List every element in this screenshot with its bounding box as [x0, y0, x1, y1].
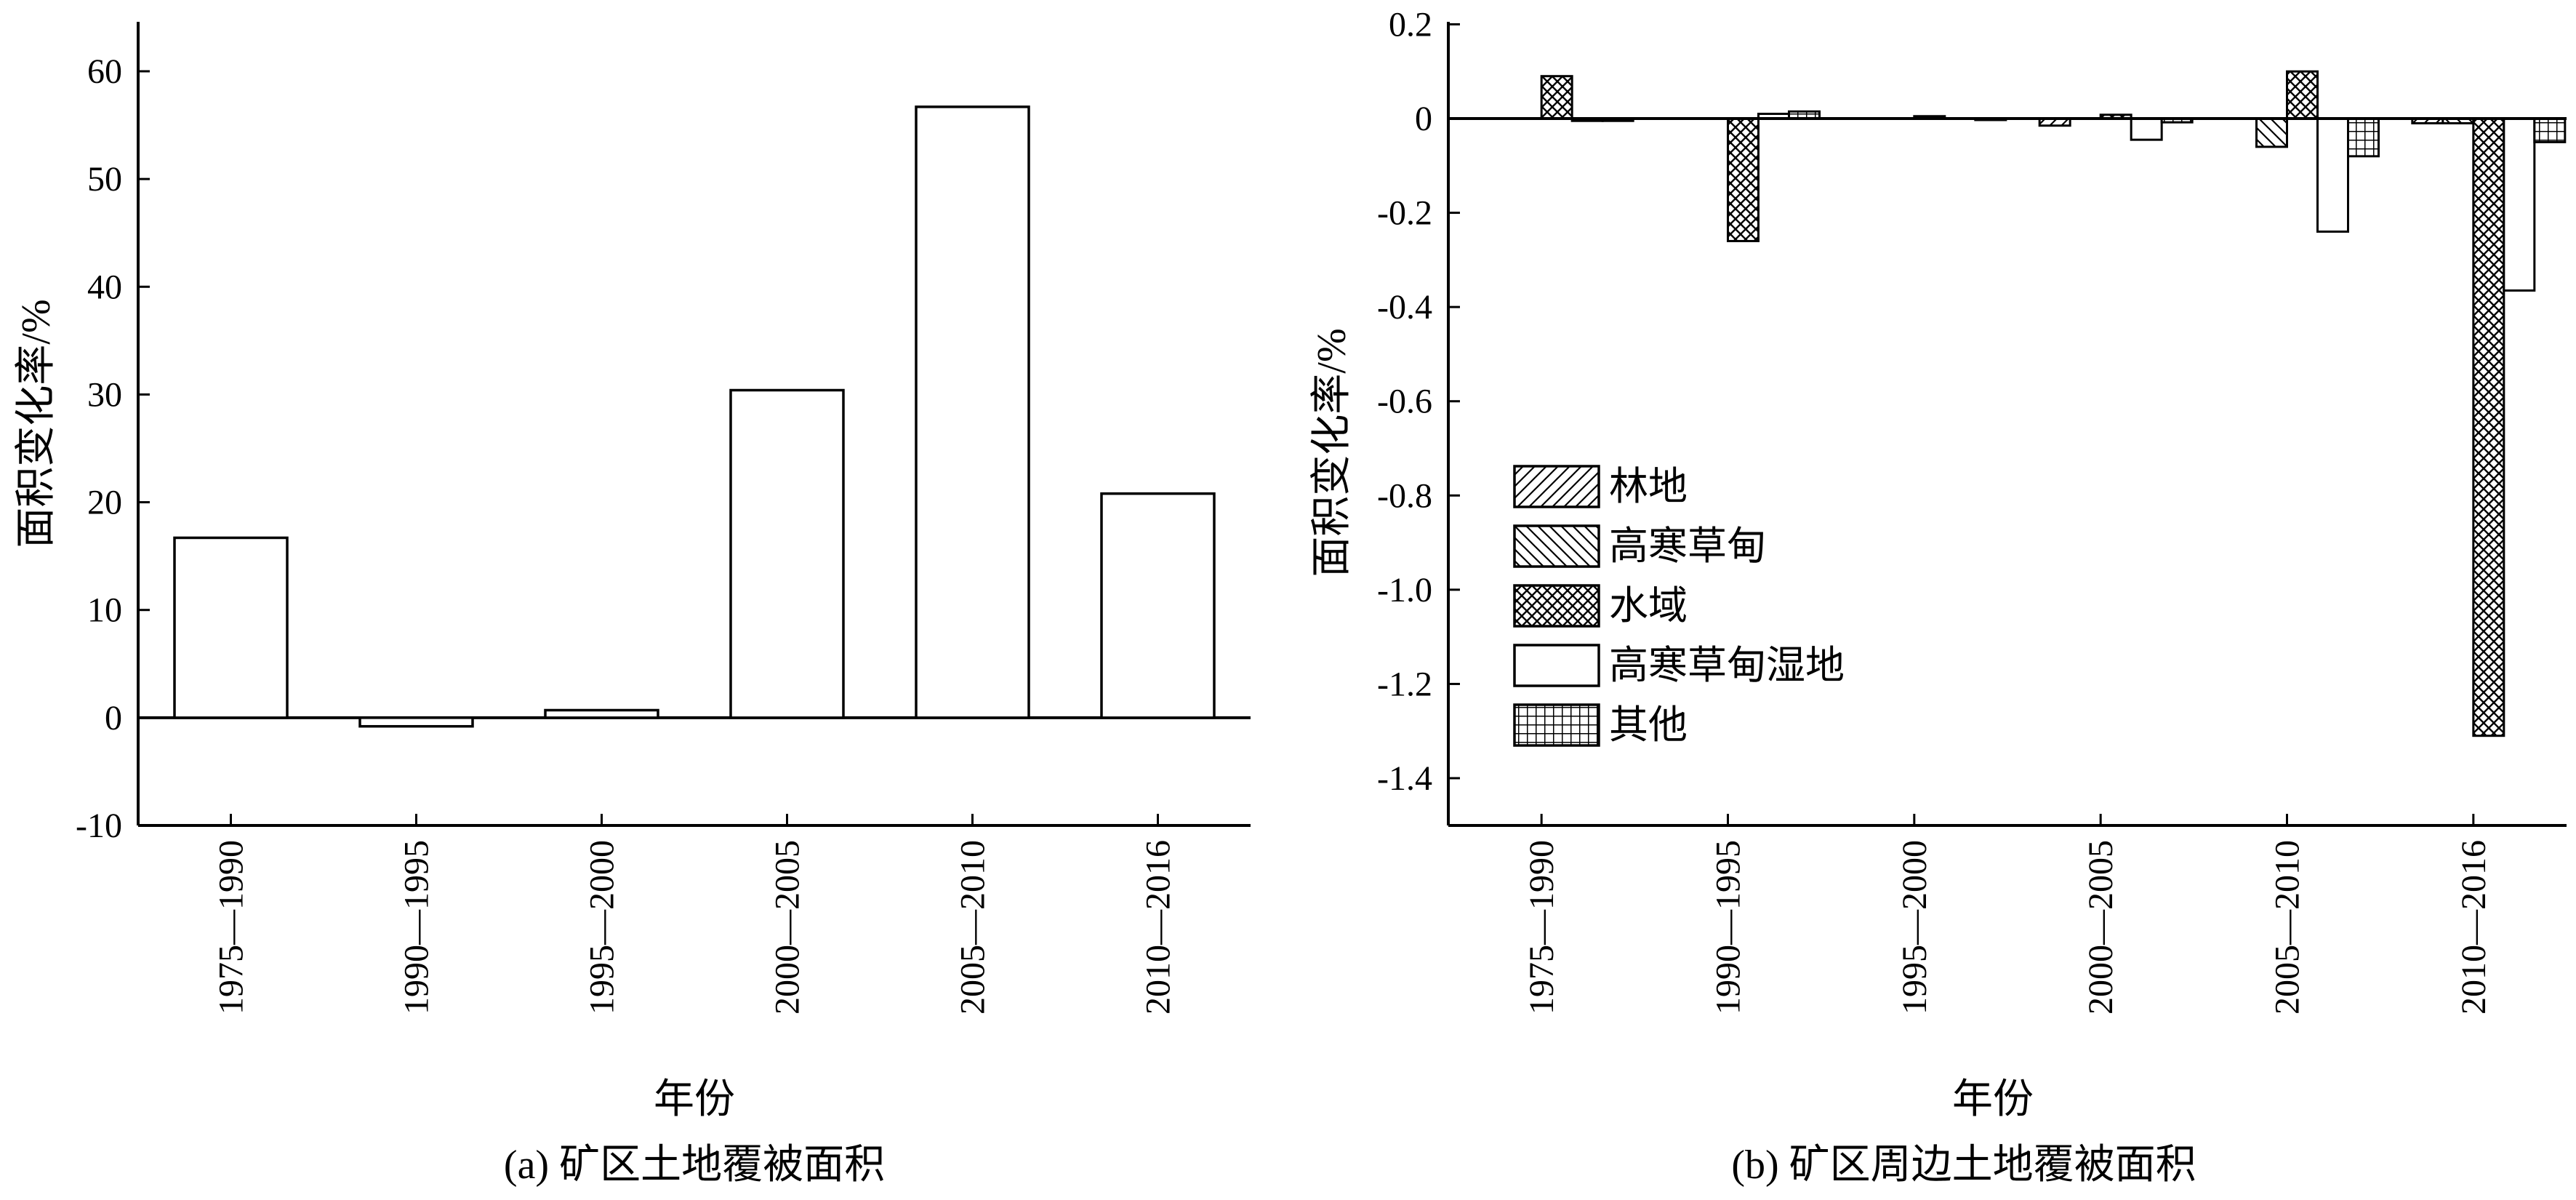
x-tick-label: 1995—2000	[1895, 840, 1934, 1015]
y-axis-title: 面积变化率/%	[1309, 328, 1355, 577]
chart-panel-a: -10 0 10 20 30 40 50 60 1975—1990 1990—1995 1995—2…	[14, 22, 1251, 1188]
legend-swatch	[1513, 465, 1600, 508]
y-tick-label: 40	[87, 268, 122, 306]
bar	[2503, 117, 2536, 292]
bar	[2533, 117, 2567, 143]
x-tick-label: 2010—2016	[2455, 840, 2493, 1015]
y-tick-label: -0.6	[1377, 383, 1432, 421]
legend-label: 林地	[1609, 465, 1688, 508]
y-tick-label: 50	[87, 160, 122, 199]
x-tick-label: 1975—1990	[212, 840, 251, 1015]
legend-swatch	[1513, 703, 1600, 747]
y-tick-label: 10	[87, 591, 122, 630]
bar	[2347, 117, 2380, 158]
chart-caption: (b) 矿区周边土地覆被面积	[1731, 1143, 2196, 1188]
x-tick-label: 2000—2005	[2082, 840, 2120, 1015]
x-tick-label: 2000—2005	[769, 840, 807, 1015]
y-tick-label: -10	[76, 807, 122, 845]
legend-label: 其他	[1609, 703, 1688, 747]
y-tick-label: 0.2	[1389, 5, 1432, 44]
legend-swatch	[1513, 644, 1600, 687]
x-tick-label: 1975—1990	[1522, 840, 1561, 1015]
y-tick-label: -1.0	[1377, 571, 1432, 609]
y-tick-label: -0.4	[1377, 288, 1432, 327]
bar	[2130, 117, 2163, 141]
bar	[2255, 117, 2288, 148]
bar	[2286, 70, 2319, 120]
y-tick-label: 0	[1415, 100, 1432, 138]
bar	[1540, 75, 1573, 120]
y-tick-label: -1.4	[1377, 759, 1432, 798]
y-tick-label: -0.8	[1377, 476, 1432, 515]
bar	[173, 536, 289, 719]
legend-swatch	[1513, 524, 1600, 568]
x-tick-label: 1990—1995	[398, 840, 436, 1015]
y-axis-title: 面积变化率/%	[14, 299, 59, 548]
x-tick-label: 2005—2010	[954, 840, 992, 1015]
y-tick-label: -1.2	[1377, 665, 1432, 703]
legend-swatch	[1513, 584, 1600, 628]
bar	[729, 388, 845, 719]
y-tick-label: 60	[87, 52, 122, 91]
y-tick-label: 0	[105, 699, 122, 737]
x-tick-label: 2010—2016	[1139, 840, 1178, 1015]
y-tick-label: -0.2	[1377, 194, 1432, 233]
chart-caption: (a) 矿区土地覆被面积	[504, 1143, 885, 1188]
legend-label: 水域	[1609, 584, 1688, 628]
x-tick-label: 1990—1995	[1709, 840, 1748, 1015]
bar	[358, 716, 474, 728]
y-tick-label: 20	[87, 484, 122, 522]
x-axis-title: 年份	[654, 1077, 735, 1122]
y-tick-label: 30	[87, 375, 122, 414]
bar	[915, 105, 1030, 719]
chart-panel-b: -1.4 -1.2 -1.0 -0.8 -0.6 -0.4 -0.2 0 0.2 1975—199…	[1309, 5, 2567, 1188]
bar	[2472, 117, 2505, 737]
bar	[1100, 492, 1216, 719]
x-axis-title: 年份	[1952, 1077, 2034, 1122]
bar	[544, 708, 659, 719]
legend-label: 高寒草甸	[1609, 524, 1766, 568]
x-tick-label: 2005—2010	[2268, 840, 2307, 1015]
x-tick-label: 1995—2000	[583, 840, 622, 1015]
bar	[2316, 117, 2349, 233]
legend-label: 高寒草甸湿地	[1609, 644, 1845, 687]
bar	[1727, 117, 1760, 242]
